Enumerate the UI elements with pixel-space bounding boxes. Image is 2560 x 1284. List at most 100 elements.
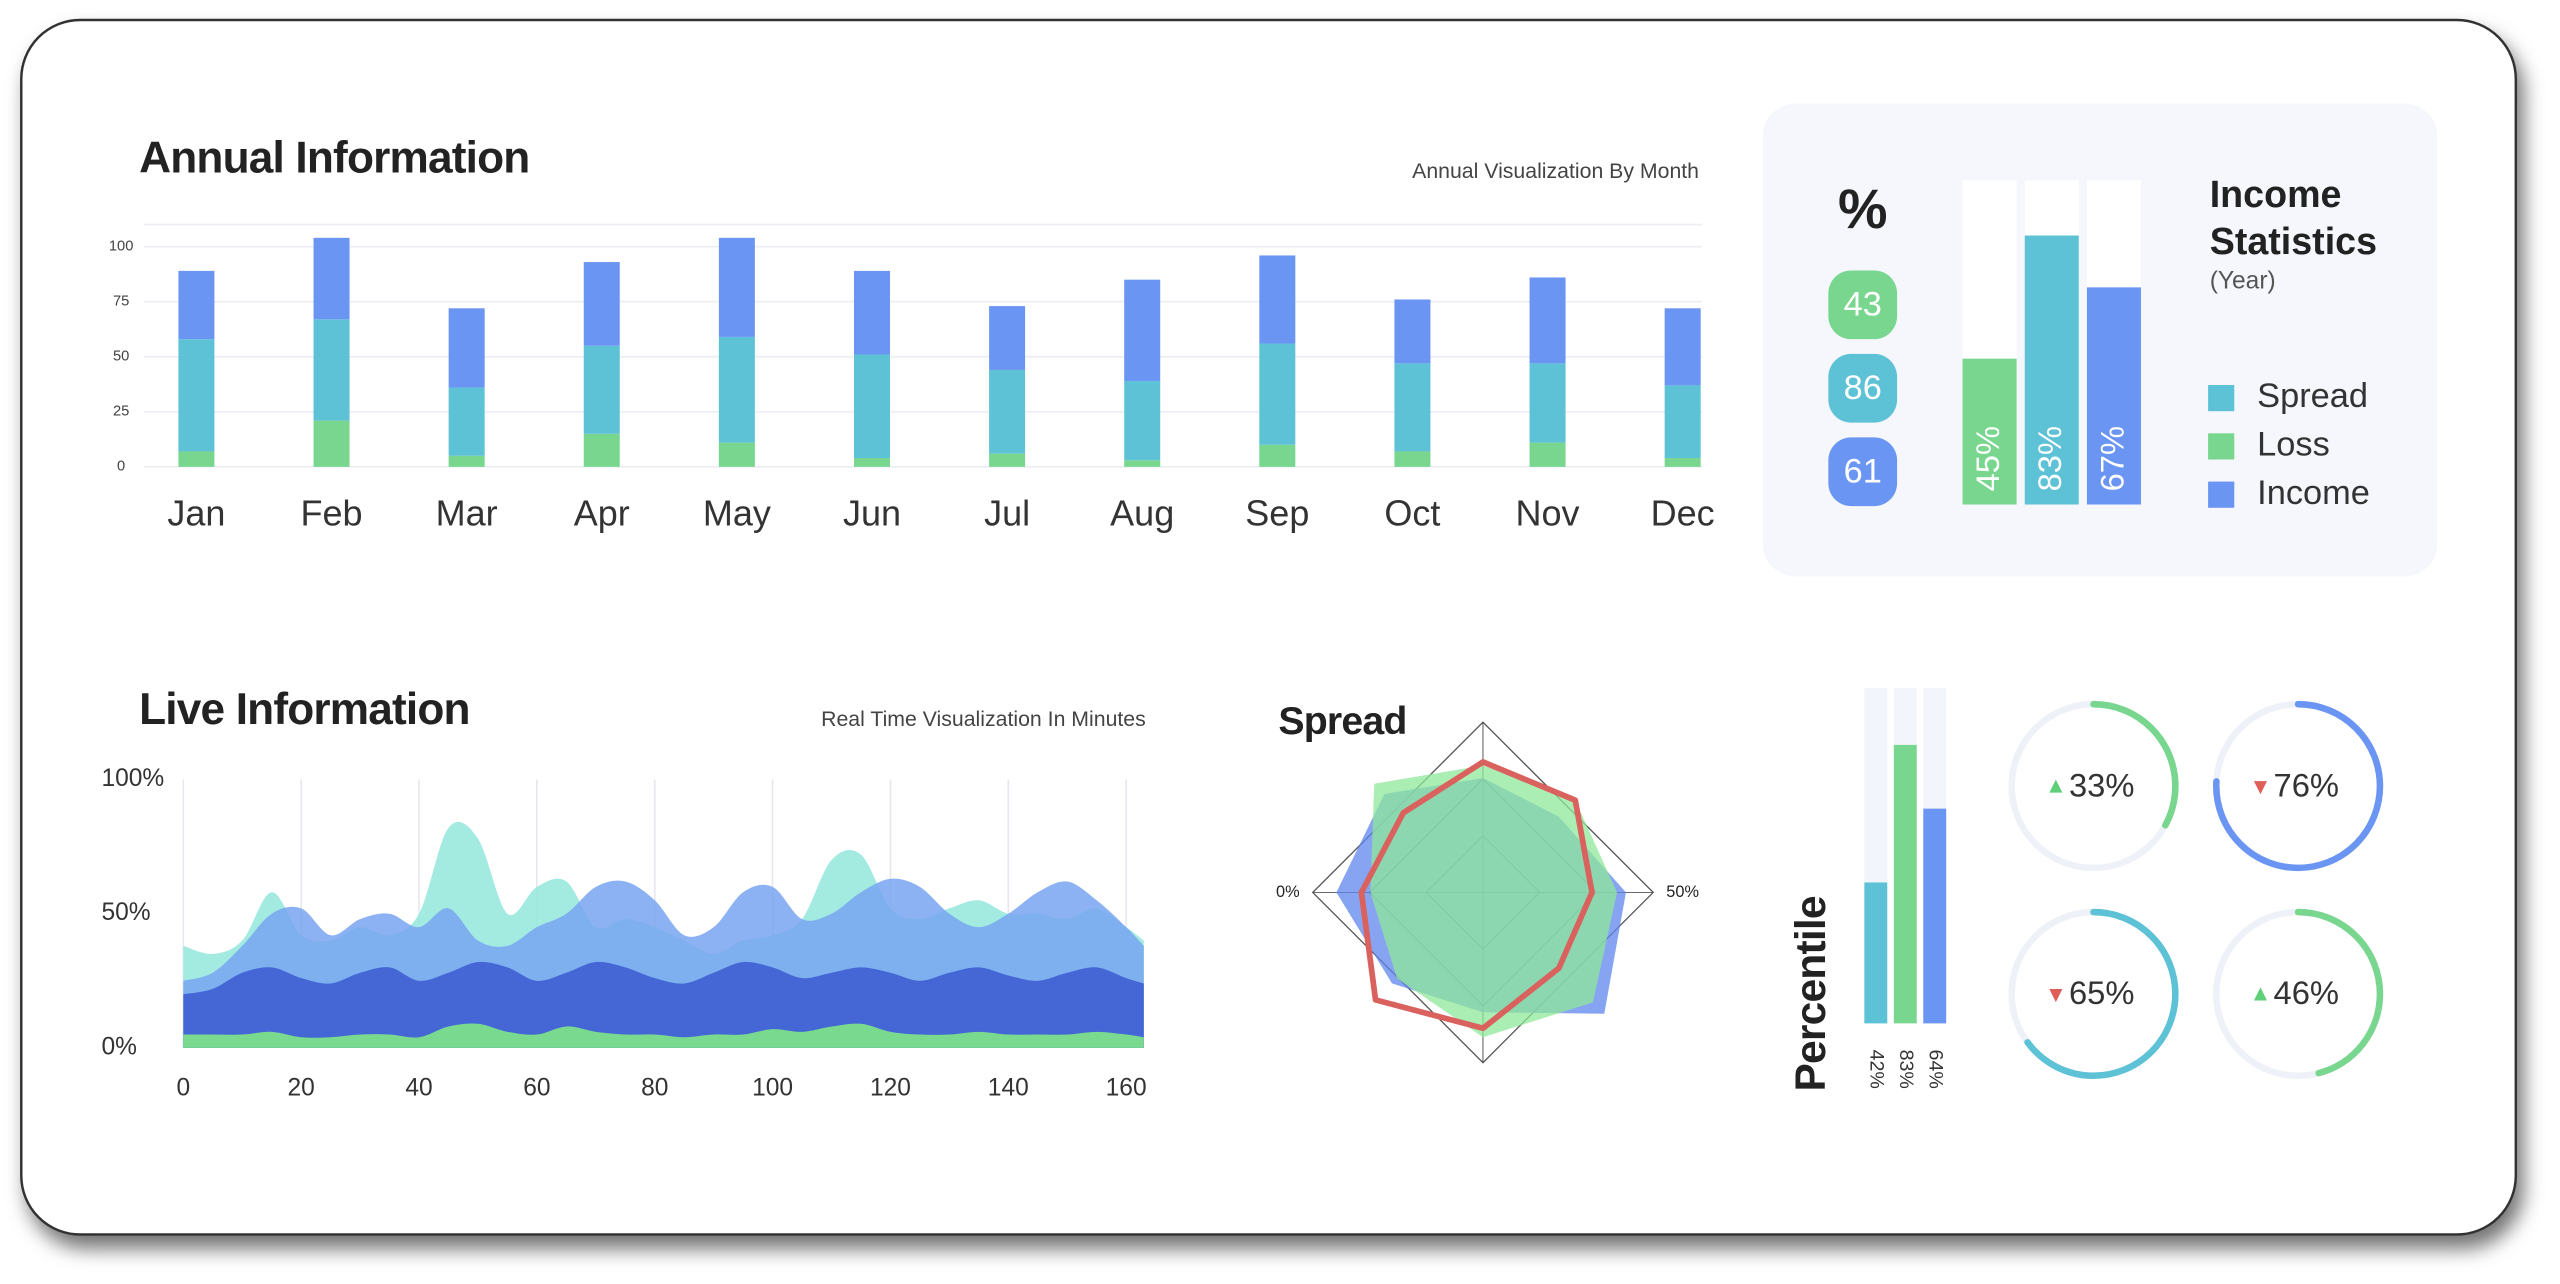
bar bbox=[1864, 882, 1888, 1024]
x-tick-label: Sep bbox=[1245, 492, 1309, 533]
trend-up-icon bbox=[2049, 779, 2063, 793]
bar bbox=[2086, 287, 2141, 505]
gauge-arc bbox=[2008, 908, 2179, 1080]
y-tick-label: 50 bbox=[113, 349, 129, 365]
chart-title: Percentile bbox=[1787, 896, 1835, 1091]
legend-label: Income bbox=[2257, 474, 2370, 512]
bar-segment bbox=[448, 387, 485, 456]
y-tick-label: 100% bbox=[101, 765, 164, 792]
gauge-arc bbox=[2212, 908, 2384, 1080]
bar-segment bbox=[989, 369, 1026, 454]
x-tick-label: Feb bbox=[301, 492, 363, 533]
bar-segment bbox=[989, 306, 1026, 370]
badge-label: 86 bbox=[1844, 369, 1882, 407]
x-tick-label: 100 bbox=[752, 1074, 793, 1101]
bar-value-label: 83% bbox=[2031, 426, 2068, 491]
bar-segment bbox=[583, 345, 620, 434]
x-tick-label: 20 bbox=[288, 1074, 315, 1101]
y-tick-label: 0 bbox=[117, 459, 125, 475]
x-tick-label: 160 bbox=[1106, 1074, 1147, 1101]
legend-swatch bbox=[2208, 481, 2235, 508]
bar-segment bbox=[313, 237, 350, 320]
bar bbox=[1962, 358, 2017, 505]
x-tick-label: Apr bbox=[574, 492, 630, 533]
gauge-arc bbox=[2008, 700, 2179, 872]
bar-segment bbox=[313, 319, 350, 421]
chart-title: Annual Information bbox=[139, 133, 529, 182]
bar bbox=[2024, 235, 2079, 505]
gauge-arc bbox=[2212, 700, 2384, 872]
bar-segment bbox=[853, 270, 890, 355]
gauge-value-label: 46% bbox=[2274, 974, 2339, 1011]
radar-axis-label: 0% bbox=[1276, 883, 1300, 901]
x-tick-label: 140 bbox=[988, 1074, 1029, 1101]
bar-segment bbox=[1664, 308, 1701, 386]
chart-title: Live Information bbox=[139, 685, 470, 734]
bar-segment bbox=[1529, 277, 1566, 364]
bar-segment bbox=[1124, 279, 1161, 381]
y-tick-label: 25 bbox=[113, 404, 129, 420]
trend-down-icon bbox=[2049, 989, 2063, 1003]
y-tick-label: 0% bbox=[101, 1033, 136, 1060]
badge bbox=[1828, 437, 1898, 507]
x-tick-label: Jul bbox=[984, 492, 1030, 533]
x-tick-label: Oct bbox=[1384, 492, 1440, 533]
radar-series bbox=[1358, 759, 1595, 1032]
y-tick-label: 50% bbox=[101, 899, 150, 926]
bar-segment bbox=[583, 262, 620, 346]
legend-swatch bbox=[2208, 433, 2235, 460]
bar-value-label: 83% bbox=[1895, 1050, 1917, 1089]
bar-value-label: 67% bbox=[2093, 426, 2130, 491]
legend-label: Spread bbox=[2257, 377, 2368, 415]
bar-segment bbox=[1529, 442, 1566, 467]
bar-segment bbox=[583, 433, 620, 467]
bar-segment bbox=[853, 354, 890, 459]
bar-segment bbox=[1259, 255, 1296, 344]
bar-segment bbox=[989, 453, 1026, 467]
bar-segment bbox=[178, 270, 215, 340]
area bbox=[183, 961, 1144, 1048]
bar-segment bbox=[1664, 385, 1701, 459]
badge bbox=[1828, 270, 1898, 340]
bar-segment bbox=[718, 237, 755, 337]
gauge-value-label: 65% bbox=[2069, 974, 2135, 1011]
x-tick-label: Jun bbox=[843, 492, 901, 533]
chart-subtitle: Annual Visualization By Month bbox=[1412, 159, 1699, 183]
bar-segment bbox=[1124, 460, 1161, 467]
trend-down-icon bbox=[2253, 781, 2268, 795]
bar-segment bbox=[1394, 363, 1431, 452]
bar-segment bbox=[1259, 343, 1296, 445]
legend-label: Loss bbox=[2257, 425, 2330, 463]
chart-title: Income Statistics bbox=[2210, 173, 2377, 262]
bar-segment bbox=[313, 420, 350, 467]
radar-axis-label: 50% bbox=[1666, 883, 1699, 901]
y-tick-label: 100 bbox=[109, 239, 134, 255]
x-tick-label: 60 bbox=[523, 1074, 550, 1101]
bar-segment bbox=[1664, 458, 1701, 467]
gauge-value-label: 33% bbox=[2069, 766, 2135, 803]
x-tick-label: Jan bbox=[167, 492, 225, 533]
bar-segment bbox=[178, 451, 215, 467]
x-tick-label: Mar bbox=[436, 492, 498, 533]
badge-label: 61 bbox=[1844, 452, 1882, 490]
chart-subtitle: (Year) bbox=[2210, 267, 2276, 294]
x-tick-label: 120 bbox=[870, 1074, 911, 1101]
bar-segment bbox=[718, 442, 755, 467]
bar-value-label: 42% bbox=[1866, 1050, 1888, 1089]
bar bbox=[1923, 808, 1947, 1024]
x-tick-label: Aug bbox=[1110, 492, 1174, 533]
chart-subtitle: Real Time Visualization In Minutes bbox=[821, 707, 1146, 731]
bar-segment bbox=[1124, 380, 1161, 461]
bar-segment bbox=[1394, 299, 1431, 364]
bar-value-label: 45% bbox=[1969, 426, 2006, 492]
trend-up-icon bbox=[2253, 987, 2268, 1001]
bar-segment bbox=[1394, 451, 1431, 467]
badge bbox=[1828, 353, 1898, 423]
badge-label: 43 bbox=[1844, 286, 1882, 324]
x-tick-label: 40 bbox=[405, 1074, 432, 1101]
x-tick-label: 0 bbox=[176, 1074, 190, 1101]
area bbox=[183, 1023, 1144, 1048]
bar-segment bbox=[1259, 444, 1296, 467]
